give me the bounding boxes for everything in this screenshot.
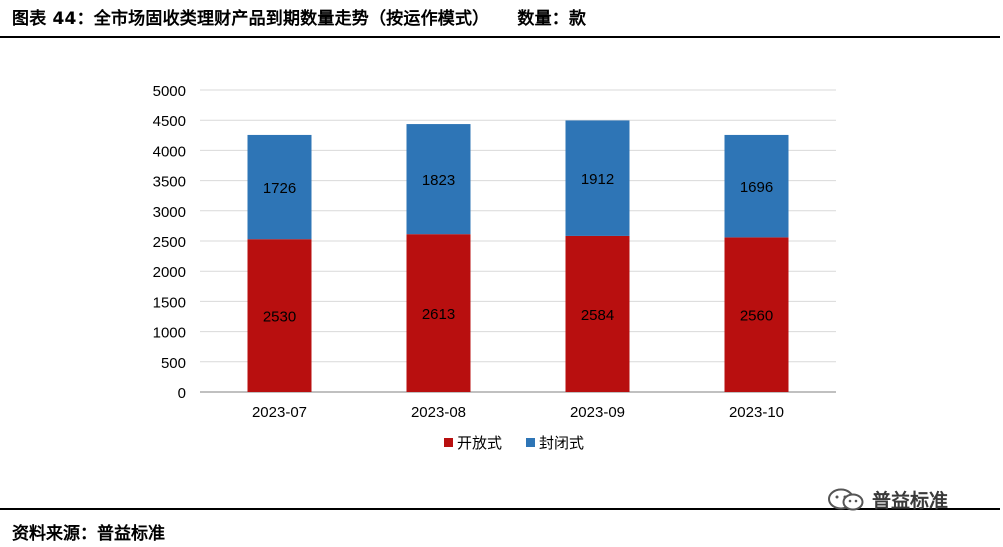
source-note: 资料来源：普益标准 xyxy=(12,524,165,544)
bar-closed-2023-09 xyxy=(565,120,630,236)
bar-open-2023-08 xyxy=(406,234,471,392)
y-tick-label: 500 xyxy=(161,355,186,372)
y-tick-label: 4000 xyxy=(153,143,186,160)
figure-title: 图表 44：全市场固收类理财产品到期数量走势（按运作模式） 数量：款 xyxy=(12,4,586,29)
data-label: 1696 xyxy=(740,179,773,196)
legend: 开放式 封闭式 xyxy=(444,434,584,452)
legend-swatch-closed xyxy=(526,438,535,447)
x-tick-label: 2023-09 xyxy=(570,404,625,421)
bar-closed-2023-10 xyxy=(724,134,789,238)
bar-open-2023-07 xyxy=(247,239,312,392)
x-tick-label: 2023-07 xyxy=(252,404,307,421)
unit-label: 数量：款 xyxy=(517,9,587,29)
y-tick-label: 0 xyxy=(178,385,186,402)
y-tick-label: 3000 xyxy=(153,204,186,221)
y-tick-label: 3500 xyxy=(153,174,186,191)
wechat-icon xyxy=(828,488,864,510)
top-rule xyxy=(0,36,1000,38)
y-tick-label: 1000 xyxy=(153,325,186,342)
bars xyxy=(247,120,789,392)
y-tick-label: 2000 xyxy=(153,264,186,281)
data-labels: 2530 1726 2613 1823 2584 1912 2560 1696 xyxy=(263,171,773,325)
x-tick-label: 2023-10 xyxy=(729,404,784,421)
legend-label-open: 开放式 xyxy=(457,434,502,452)
data-label: 2613 xyxy=(422,306,455,323)
legend-swatch-open xyxy=(444,438,453,447)
data-label: 2530 xyxy=(263,309,296,326)
y-tick-label: 4500 xyxy=(153,113,186,130)
y-tick-label: 2500 xyxy=(153,234,186,251)
watermark: 普益标准 xyxy=(826,486,948,513)
y-tick-label: 1500 xyxy=(153,294,186,311)
bar-closed-2023-07 xyxy=(247,134,312,240)
legend-label-closed: 封闭式 xyxy=(539,434,584,452)
data-label: 2584 xyxy=(581,307,614,324)
bottom-rule xyxy=(0,508,1000,510)
bar-open-2023-10 xyxy=(724,237,789,392)
data-label: 1912 xyxy=(581,171,614,188)
data-label: 1823 xyxy=(422,172,455,189)
watermark-text: 普益标准 xyxy=(872,490,949,512)
x-tick-label: 2023-08 xyxy=(411,404,466,421)
figure-title-text: 图表 44：全市场固收类理财产品到期数量走势（按运作模式） xyxy=(12,9,490,29)
data-label: 2560 xyxy=(740,308,773,325)
data-label: 1726 xyxy=(263,180,296,197)
bar-open-2023-09 xyxy=(565,235,630,392)
y-tick-labels: 0 500 1000 1500 2000 2500 3000 3500 4000 4500 5000 xyxy=(153,83,186,402)
y-tick-label: 5000 xyxy=(153,83,186,100)
bar-closed-2023-08 xyxy=(406,124,471,235)
x-tick-labels: 2023-07 2023-08 2023-09 2023-10 xyxy=(252,404,784,421)
